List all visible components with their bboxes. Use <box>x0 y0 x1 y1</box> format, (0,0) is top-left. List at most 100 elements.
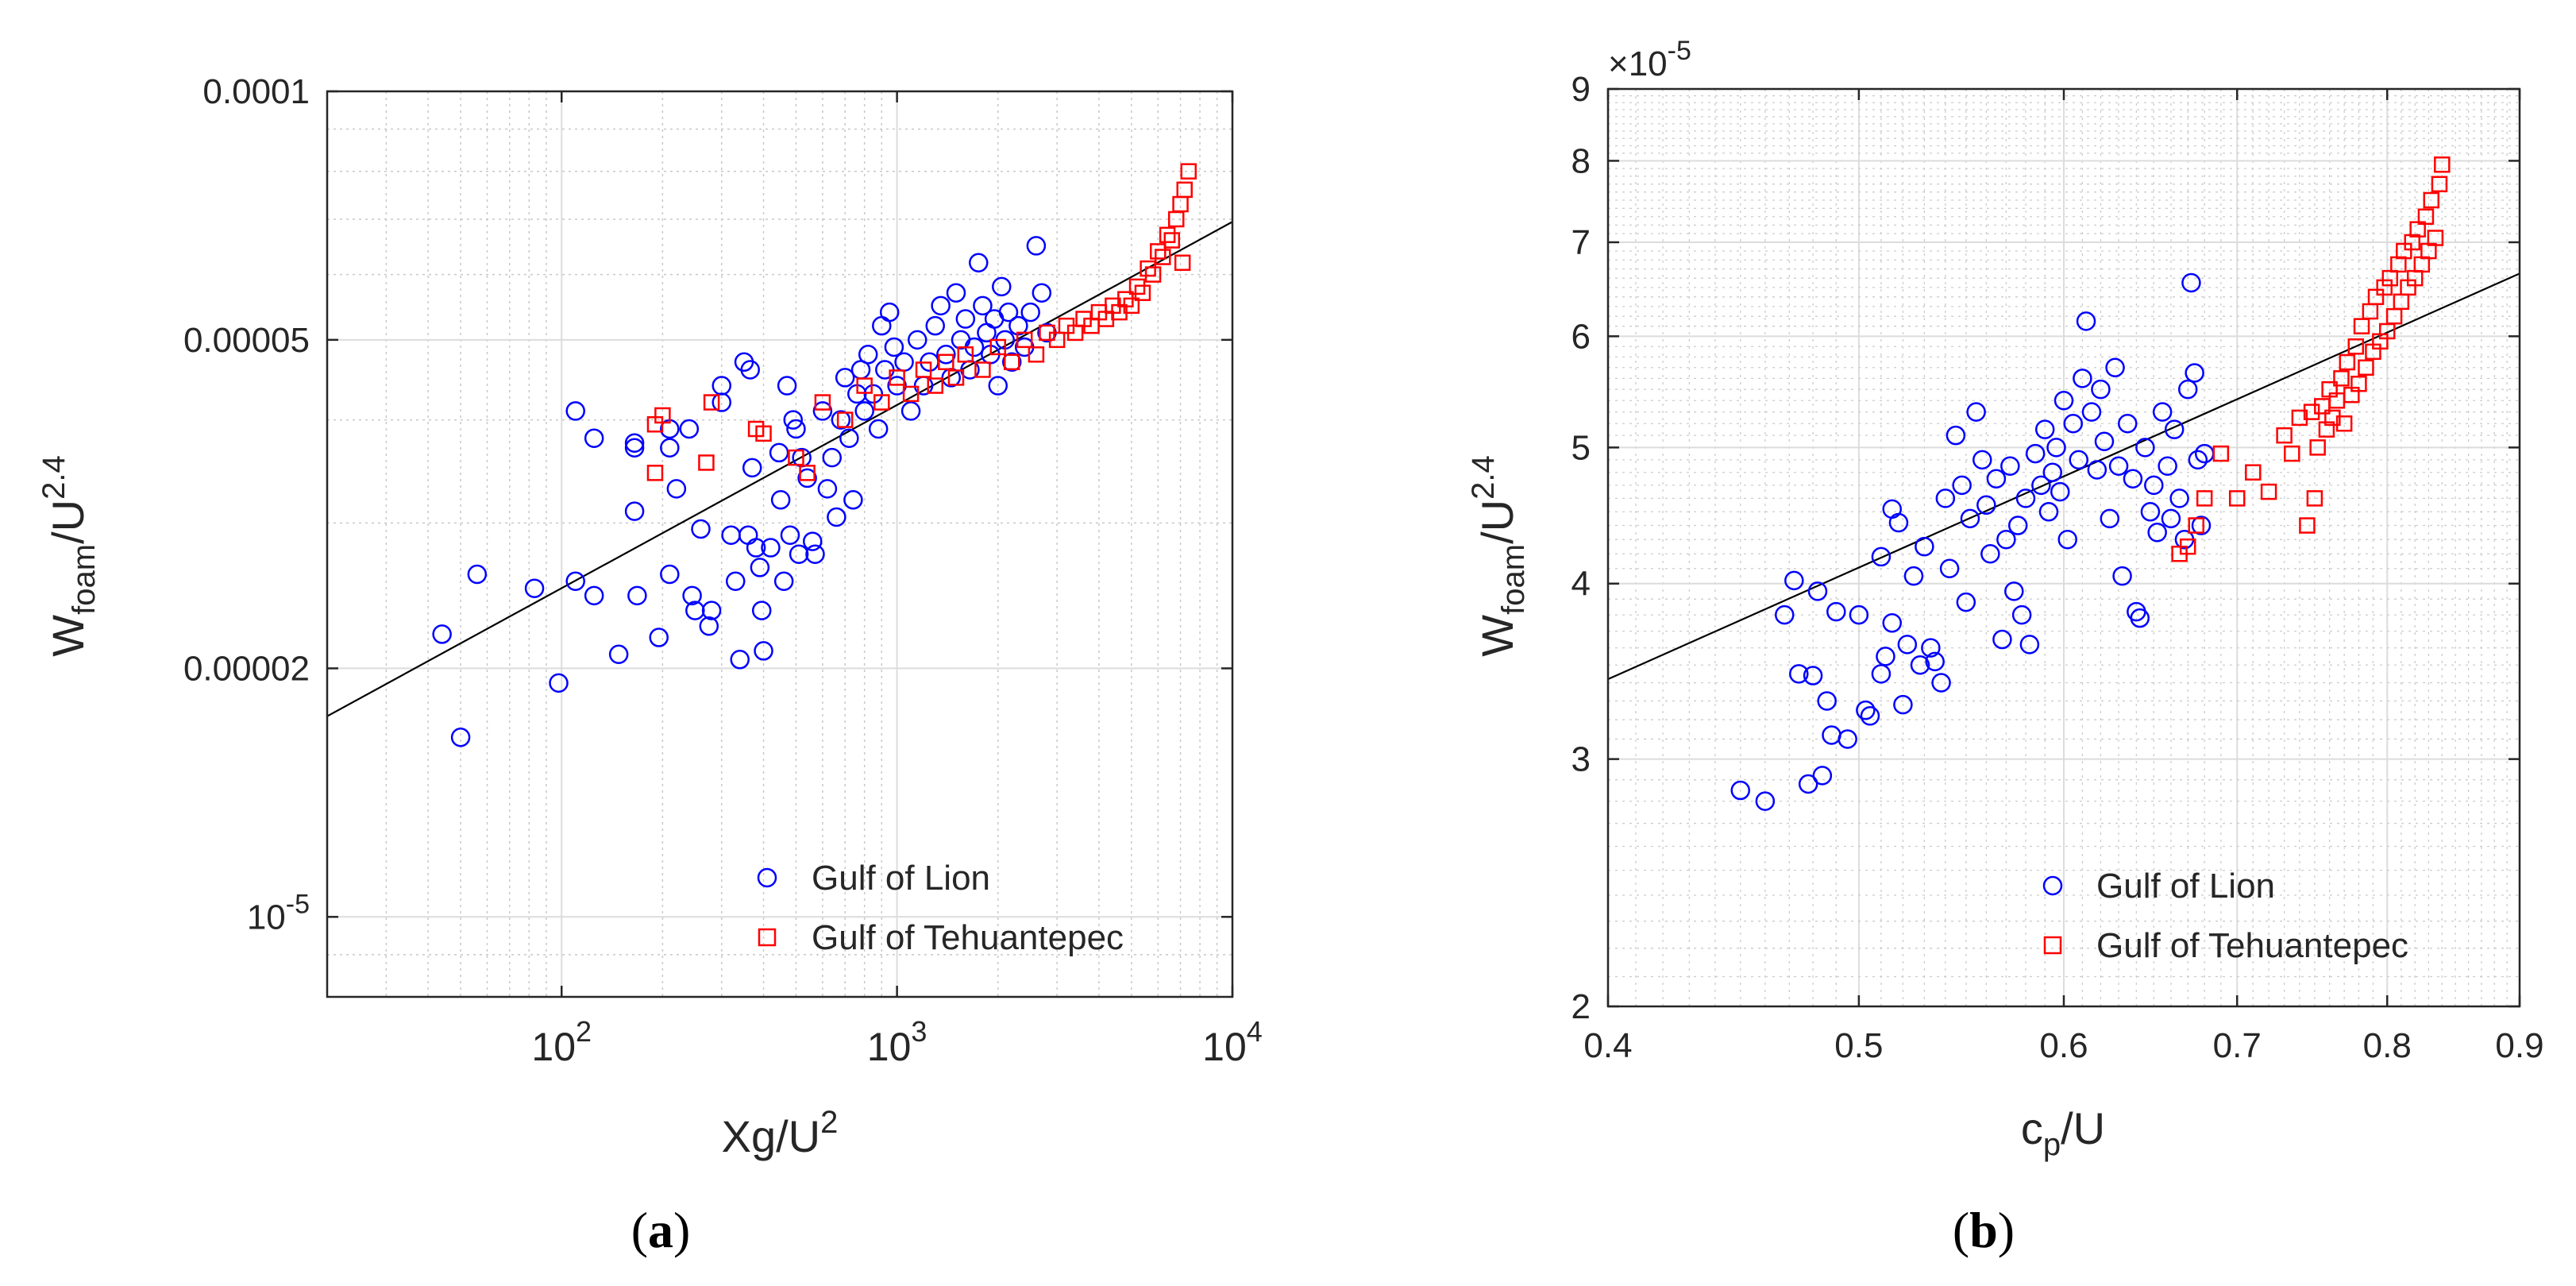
point-lion-a <box>786 419 806 439</box>
point-lion-b <box>1888 512 1909 533</box>
point-tehuantepec-b <box>2245 464 2262 481</box>
point-lion-b <box>1730 780 1750 801</box>
point-lion-b <box>1893 694 1913 715</box>
point-lion-a <box>789 544 809 564</box>
point-lion-b <box>1784 570 1804 591</box>
fit-line-b <box>1607 272 2520 681</box>
y-tick-label-b: 6 <box>1571 317 1591 356</box>
point-tehuantepec-b <box>2309 439 2326 456</box>
legend-a: Gulf of Lion Gulf of Tehuantepec <box>757 859 1124 957</box>
point-tehuantepec-b <box>2324 409 2341 427</box>
point-lion-b <box>2118 414 2138 434</box>
point-lion-b <box>2019 635 2040 655</box>
point-lion-a <box>827 507 846 527</box>
point-tehuantepec-a <box>989 338 1007 356</box>
point-lion-a <box>549 673 569 693</box>
point-lion-a <box>887 376 907 396</box>
point-lion-b <box>2140 502 2161 522</box>
point-lion-a <box>750 558 770 577</box>
point-lion-a <box>565 401 585 421</box>
point-tehuantepec-a <box>938 353 954 371</box>
legend-b-label-lion: Gulf of Lion <box>2096 867 2275 906</box>
point-lion-a <box>998 302 1019 322</box>
point-lion-a <box>797 468 817 489</box>
y-tick-label-a: 0.00002 <box>183 649 310 688</box>
point-lion-a <box>660 438 680 458</box>
point-lion-b <box>1838 729 1857 749</box>
point-lion-a <box>742 458 762 478</box>
point-lion-a <box>711 392 732 412</box>
point-lion-b <box>2164 419 2185 439</box>
point-tehuantepec-b <box>2350 375 2367 392</box>
point-lion-b <box>1903 566 1924 586</box>
point-tehuantepec-b <box>2333 370 2350 387</box>
point-lion-a <box>699 616 719 636</box>
point-tehuantepec-a <box>1028 346 1045 363</box>
point-tehuantepec-a <box>1016 331 1033 349</box>
point-lion-b <box>1849 604 1869 625</box>
point-lion-a <box>584 428 604 448</box>
panel-label-b: (b) <box>1953 1202 2015 1258</box>
point-lion-b <box>2144 475 2164 496</box>
x-tick-label-b: 0.8 <box>2363 1026 2412 1065</box>
y-axis-label-b: Wfoam/U2.4 <box>1466 455 1531 656</box>
point-lion-b <box>2177 379 2198 400</box>
point-lion-b <box>2004 581 2024 601</box>
point-lion-b <box>1871 664 1892 684</box>
legend-b-label-tehuantepec: Gulf of Tehuantepec <box>2096 926 2408 965</box>
point-lion-b <box>1860 706 1880 726</box>
point-lion-a <box>925 315 945 336</box>
point-tehuantepec-a <box>974 361 991 378</box>
point-lion-a <box>467 564 488 585</box>
point-lion-b <box>1976 495 1996 516</box>
point-lion-a <box>761 538 781 558</box>
legend-b: Gulf of Lion Gulf of Tehuantepec <box>2042 867 2408 965</box>
point-tehuantepec-a <box>698 454 715 471</box>
point-lion-a <box>608 644 629 664</box>
point-lion-b <box>1952 475 1972 496</box>
fit-line-a <box>326 221 1233 717</box>
point-lion-b <box>2087 460 2107 480</box>
point-lion-a <box>946 283 966 303</box>
point-lion-b <box>1945 425 1966 446</box>
point-lion-a <box>936 345 956 365</box>
axes-frame-a <box>326 90 1234 998</box>
point-tehuantepec-b <box>2335 415 2353 432</box>
point-lion-b <box>2185 363 2204 383</box>
point-lion-a <box>584 585 604 606</box>
point-tehuantepec-b <box>2188 517 2204 534</box>
point-tehuantepec-b <box>2339 353 2356 371</box>
point-lion-a <box>783 410 804 430</box>
legend-a-label-lion: Gulf of Lion <box>812 859 990 898</box>
point-lion-b <box>1939 558 1960 579</box>
point-lion-a <box>740 360 760 380</box>
point-lion-b <box>1897 635 1918 655</box>
point-lion-a <box>450 728 471 747</box>
point-lion-a <box>627 585 647 606</box>
point-lion-b <box>2147 523 2167 543</box>
point-tehuantepec-b <box>2427 230 2444 246</box>
point-tehuantepec-b <box>2306 490 2323 507</box>
axis-ticks-b: 0.4 0.5 0.6 0.7 0.8 0.9 2 3 4 5 6 7 8 9 <box>1571 70 2544 1065</box>
point-tehuantepec-a <box>1144 266 1162 283</box>
point-tehuantepec-b <box>2212 445 2230 462</box>
point-lion-b <box>1925 651 1945 672</box>
point-lion-b <box>2069 450 2089 470</box>
point-lion-b <box>2011 604 2032 625</box>
point-lion-a <box>931 295 951 316</box>
point-tehuantepec-b <box>2196 490 2213 507</box>
point-tehuantepec-b <box>2260 483 2277 500</box>
point-tehuantepec-b <box>2179 538 2196 555</box>
point-lion-b <box>2081 402 2102 422</box>
point-tehuantepec-b <box>2409 221 2426 238</box>
point-lion-b <box>1826 601 1846 622</box>
point-tehuantepec-b <box>2417 208 2435 226</box>
point-lion-a <box>805 544 825 564</box>
point-tehuantepec-b <box>2431 176 2448 193</box>
point-lion-b <box>1935 489 1956 508</box>
point-lion-a <box>524 578 545 598</box>
legend-a-marker-lion <box>757 867 777 888</box>
point-tehuantepec-b <box>2347 338 2365 355</box>
point-tehuantepec-b <box>2284 445 2300 462</box>
point-lion-a <box>565 571 585 592</box>
